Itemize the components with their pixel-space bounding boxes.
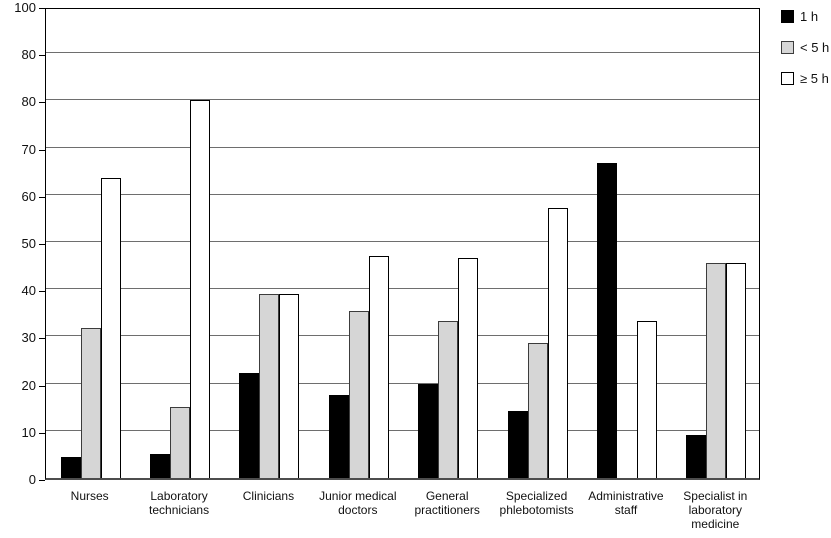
legend-swatch-icon [781,71,794,85]
plot-area [45,8,760,480]
y-axis-tick-label: 80 [21,47,36,63]
y-axis-tick-mark [39,291,45,293]
bar-group [672,9,761,478]
bar-group [404,9,493,478]
legend-label: < 5 h [800,39,830,55]
bar [527,343,548,478]
y-axis-tick-label: 80 [21,94,36,110]
bar-group [493,9,582,478]
bar-group [46,9,135,478]
y-axis-tick-mark [39,55,45,57]
legend-label: 1 h [800,8,819,24]
gridline [46,288,759,290]
bar [60,457,81,478]
y-axis-tick-mark [39,432,45,434]
legend-swatch-icon [781,40,794,54]
y-axis-tick-mark [39,480,45,481]
legend-swatch-icon [781,9,794,23]
category-label: Specialist in laboratory medicine [683,489,748,531]
y-axis-tick-mark [39,102,45,104]
bar [348,311,369,478]
bar [150,454,171,478]
category-label: Nurses [70,489,109,503]
bar [636,321,657,478]
gridline [46,429,759,431]
bar [547,208,568,478]
bar [80,328,101,478]
legend-item: < 5 h [781,39,830,55]
y-axis-tick-label: 70 [21,141,36,157]
bar [726,263,747,478]
gridline [46,241,759,242]
category-label: Clinicians [242,489,295,503]
gridline [46,335,759,337]
y-axis-tick-label: 10 [21,424,36,440]
category-label: Specialized phlebotomists [499,489,574,517]
legend-label: ≥ 5 h [800,70,829,86]
y-axis-tick-label: 0 [28,472,36,487]
bar [507,411,528,478]
y-axis-tick-mark [39,338,45,340]
category-label: Laboratory technicians [149,489,210,517]
y-axis-tick-label: 20 [21,377,36,393]
y-axis-tick-label: 60 [21,188,36,204]
y-axis-tick-mark [39,8,45,9]
y-axis-tick-mark [39,244,45,245]
bar [170,407,191,478]
y-axis-tick-label: 100 [14,0,36,15]
bar-group [314,9,403,478]
bar [596,163,617,478]
y-axis-tick-label: 50 [21,236,36,251]
y-axis-tick-mark [39,149,45,151]
bar [438,321,459,478]
bar [239,373,260,478]
gridline [46,382,759,384]
y-axis-tick-label: 30 [21,330,36,346]
y-axis-tick-mark [39,385,45,387]
y-axis-tick-label: 40 [21,283,36,299]
gridline [46,146,759,148]
bar [190,100,211,478]
legend-item: ≥ 5 h [781,70,829,86]
bar [706,263,727,478]
gridline [46,99,759,101]
gridline [46,193,759,195]
bar [100,178,121,478]
y-axis-tick-mark [39,196,45,198]
bar-group [582,9,671,478]
legend: 1 h < 5 h ≥ 5 h [781,9,829,102]
bar [279,294,300,478]
bar [259,294,280,478]
bar [328,395,349,478]
bar-group [135,9,224,478]
bar [368,256,389,478]
legend-item: 1 h [781,8,829,24]
category-label: Administrative staff [588,489,664,517]
bar [418,384,439,478]
bar-group [225,9,314,478]
bar [458,258,479,478]
category-label: General practitioners [414,489,480,517]
category-label: Junior medical doctors [319,489,397,517]
bar [686,435,707,478]
gridline [46,52,759,54]
